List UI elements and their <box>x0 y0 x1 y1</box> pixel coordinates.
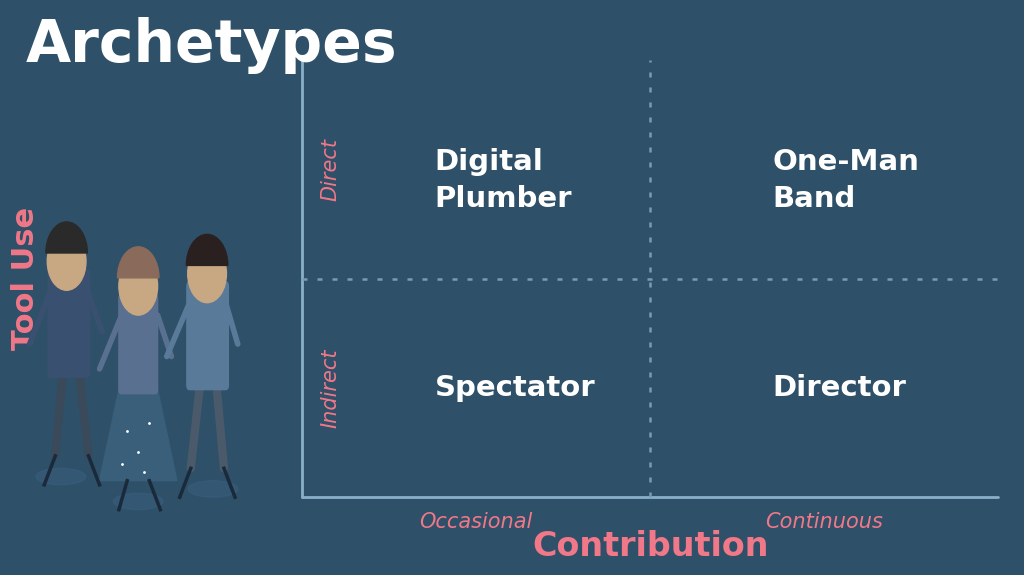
Wedge shape <box>186 235 227 266</box>
Text: Digital
Plumber: Digital Plumber <box>434 148 571 213</box>
Circle shape <box>47 232 86 290</box>
Text: Archetypes: Archetypes <box>26 17 397 74</box>
Text: Occasional: Occasional <box>420 512 532 532</box>
Text: One-Man
Band: One-Man Band <box>772 148 919 213</box>
Wedge shape <box>118 247 159 278</box>
FancyBboxPatch shape <box>48 270 89 377</box>
Text: Spectator: Spectator <box>434 374 595 402</box>
Text: Contribution: Contribution <box>532 531 768 564</box>
Ellipse shape <box>188 481 238 497</box>
Circle shape <box>119 257 158 315</box>
Ellipse shape <box>114 493 163 509</box>
FancyBboxPatch shape <box>119 294 158 394</box>
Text: Tool Use: Tool Use <box>11 208 40 350</box>
Text: Director: Director <box>772 374 906 402</box>
Polygon shape <box>99 390 177 481</box>
FancyBboxPatch shape <box>187 282 228 390</box>
Text: Continuous: Continuous <box>765 512 884 532</box>
Ellipse shape <box>36 468 86 485</box>
Circle shape <box>187 245 226 302</box>
Wedge shape <box>46 222 87 253</box>
Text: Indirect: Indirect <box>321 348 341 428</box>
Text: Direct: Direct <box>321 138 341 201</box>
